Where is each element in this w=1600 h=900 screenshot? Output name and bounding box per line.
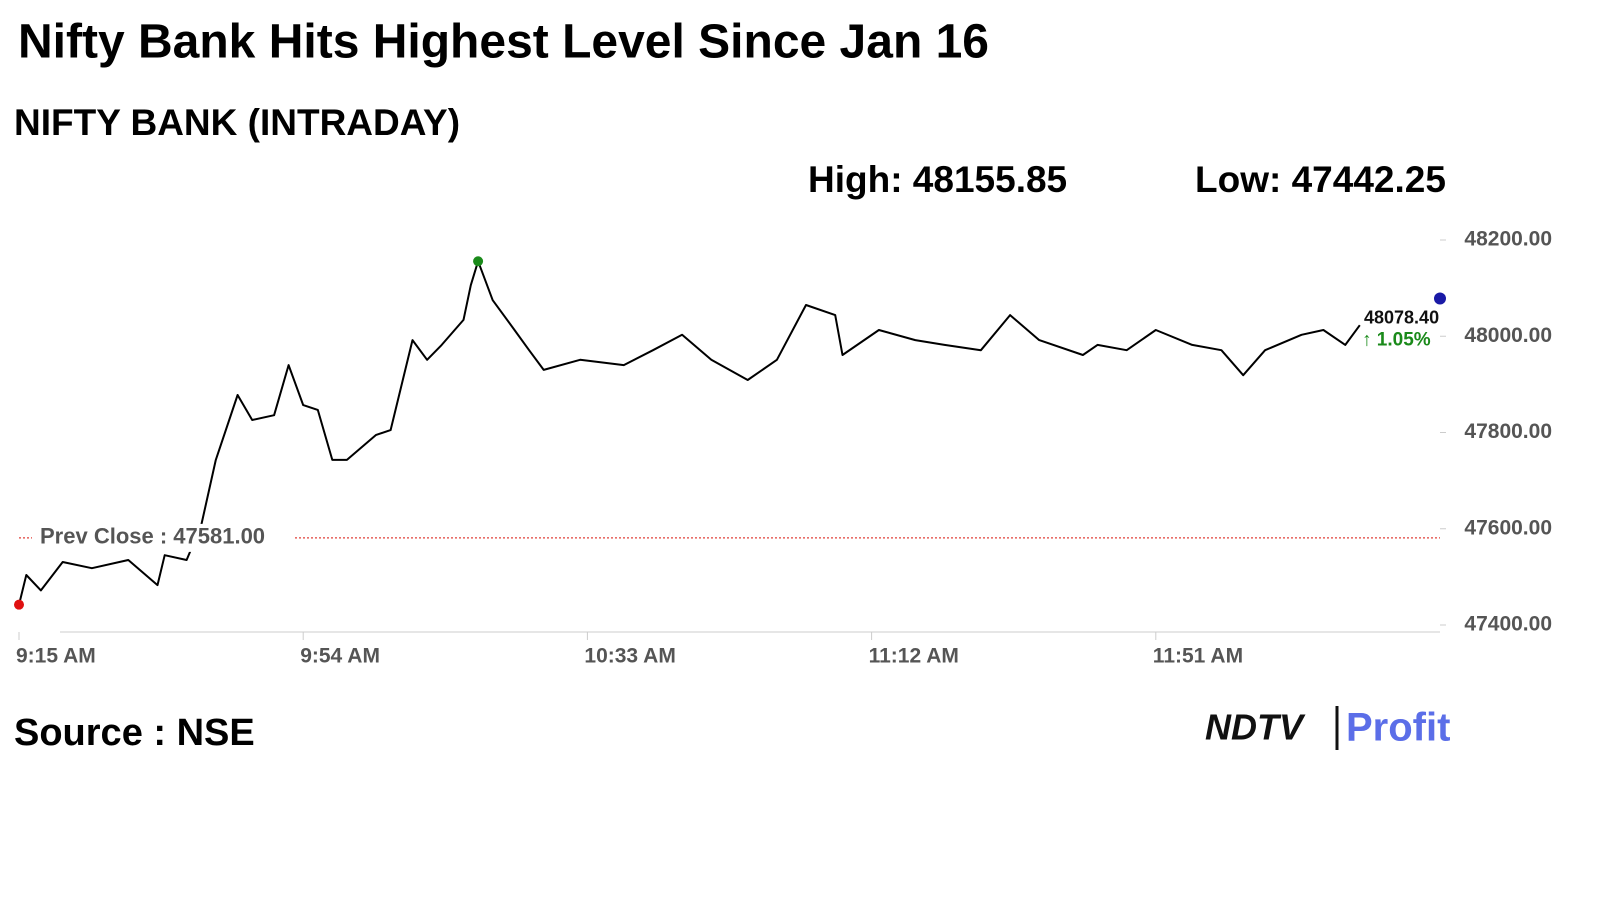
logo-profit: Profit: [1346, 706, 1450, 750]
last-label: 48078.40: [1364, 307, 1439, 327]
source: Source : NSE: [14, 712, 255, 754]
prev-close-label-bg: [32, 523, 294, 552]
high-text: High: 48155.85: [808, 159, 1067, 200]
y-tick-label: 48200.00: [1464, 228, 1552, 251]
low-text: Low: 47442.25: [1195, 159, 1446, 200]
price-line: [18, 260, 1361, 605]
logo-ndtv: NDTV: [1205, 707, 1306, 748]
chart-subtitle: NIFTY BANK (INTRADAY): [14, 102, 460, 143]
x-tick-label: 10:33 AM: [584, 645, 675, 668]
y-tick-label: 47800.00: [1464, 420, 1552, 443]
prev-close-label: Prev Close : 47581.00: [40, 524, 265, 549]
y-tick-label: 47400.00: [1464, 613, 1552, 636]
high-marker: [473, 256, 484, 267]
low-marker: [14, 599, 24, 610]
y-tick-label: 47600.00: [1464, 516, 1552, 539]
y-tick-label: 48000.00: [1464, 324, 1552, 347]
x-tick-label: 11:51 AM: [1153, 645, 1243, 668]
x-tick-label: 9:54 AM: [300, 645, 380, 668]
last-marker: [1434, 292, 1446, 305]
x-tick-label: 9:15 AM: [16, 645, 96, 668]
chart-title: Nifty Bank Hits Highest Level Since Jan …: [18, 16, 989, 69]
x-tick-label: 11:12 AM: [869, 645, 959, 668]
change-label: ↑ 1.05%: [1362, 330, 1431, 351]
